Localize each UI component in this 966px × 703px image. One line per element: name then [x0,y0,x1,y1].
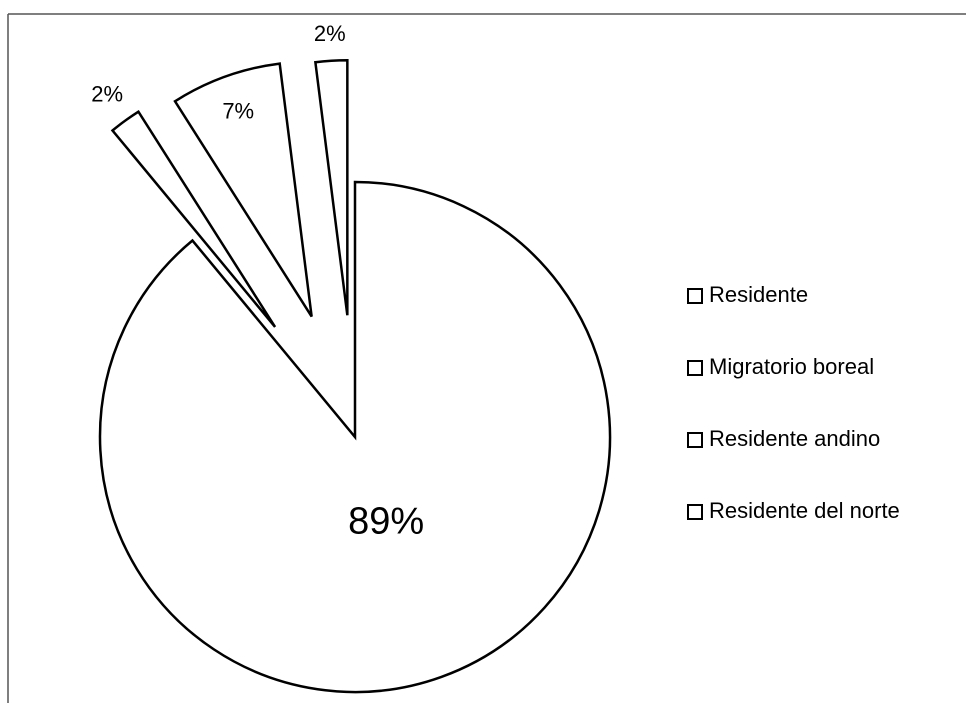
legend-swatch [687,360,703,376]
pie-slice [110,109,277,328]
legend-swatch [687,432,703,448]
legend-label: Residente andino [709,426,880,451]
legend-label: Migratorio boreal [709,354,874,379]
data-label: 2% [91,82,123,107]
legend-swatch [687,504,703,520]
pie-slice [98,180,612,694]
legend-label: Residente del norte [709,498,900,523]
pie-slice [173,62,313,318]
data-label: 7% [222,98,254,123]
data-label: 2% [314,21,346,46]
pie-slice [313,58,349,316]
legend-label: Residente [709,282,808,307]
legend-swatch [687,288,703,304]
data-label: 89% [348,500,424,542]
